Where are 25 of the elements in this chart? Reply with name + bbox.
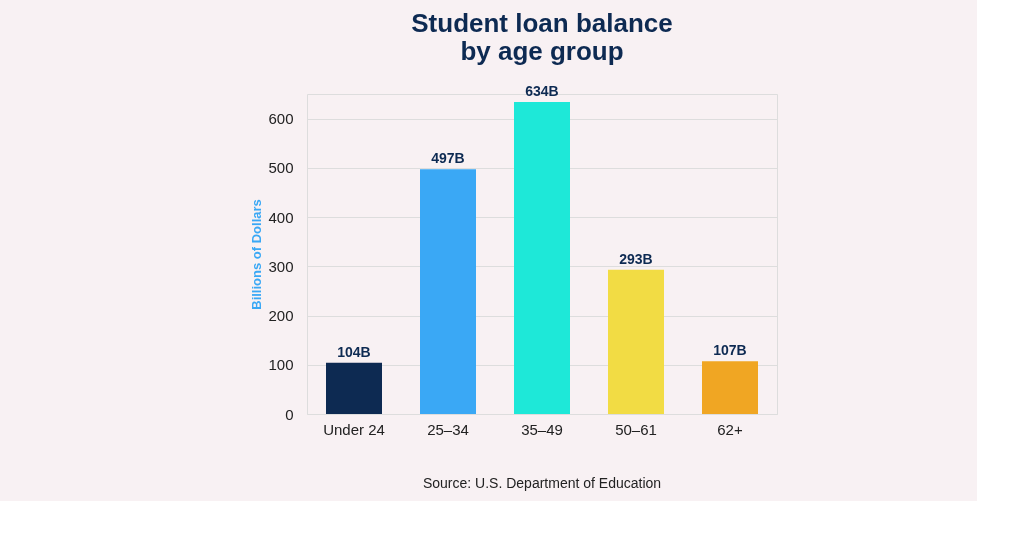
- data-label: 104B: [337, 343, 371, 360]
- bar: [608, 269, 664, 414]
- y-tick-label: 200: [268, 307, 294, 325]
- bar: [702, 361, 758, 414]
- y-tick-label: 600: [268, 110, 294, 128]
- y-tick-label: 300: [268, 257, 294, 275]
- data-label: 497B: [431, 150, 465, 167]
- source-note: Source: U.S. Department of Education: [422, 475, 662, 491]
- x-tick-label: 35–49: [521, 420, 563, 438]
- x-tick-label: 62+: [717, 420, 743, 438]
- bar: [514, 101, 570, 414]
- y-tick-label: 0: [285, 405, 294, 423]
- x-tick-label: 50–61: [615, 420, 657, 438]
- y-axis-title: Billions of Dollars: [249, 199, 265, 310]
- y-tick-label: 100: [268, 356, 294, 374]
- data-label: 107B: [713, 342, 747, 359]
- x-tick-label: Under 24: [323, 420, 385, 438]
- bar: [420, 169, 476, 414]
- data-label: 293B: [619, 250, 653, 267]
- data-label: 634B: [525, 82, 559, 99]
- y-tick-label: 500: [268, 159, 294, 177]
- x-tick-label: 25–34: [427, 420, 469, 438]
- chart-title: Student loan balance by age group: [411, 7, 673, 66]
- bar: [326, 362, 382, 414]
- y-tick-label: 400: [268, 208, 294, 226]
